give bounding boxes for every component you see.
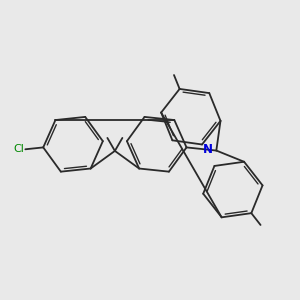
Text: N: N	[203, 142, 213, 155]
Text: Cl: Cl	[13, 144, 24, 154]
